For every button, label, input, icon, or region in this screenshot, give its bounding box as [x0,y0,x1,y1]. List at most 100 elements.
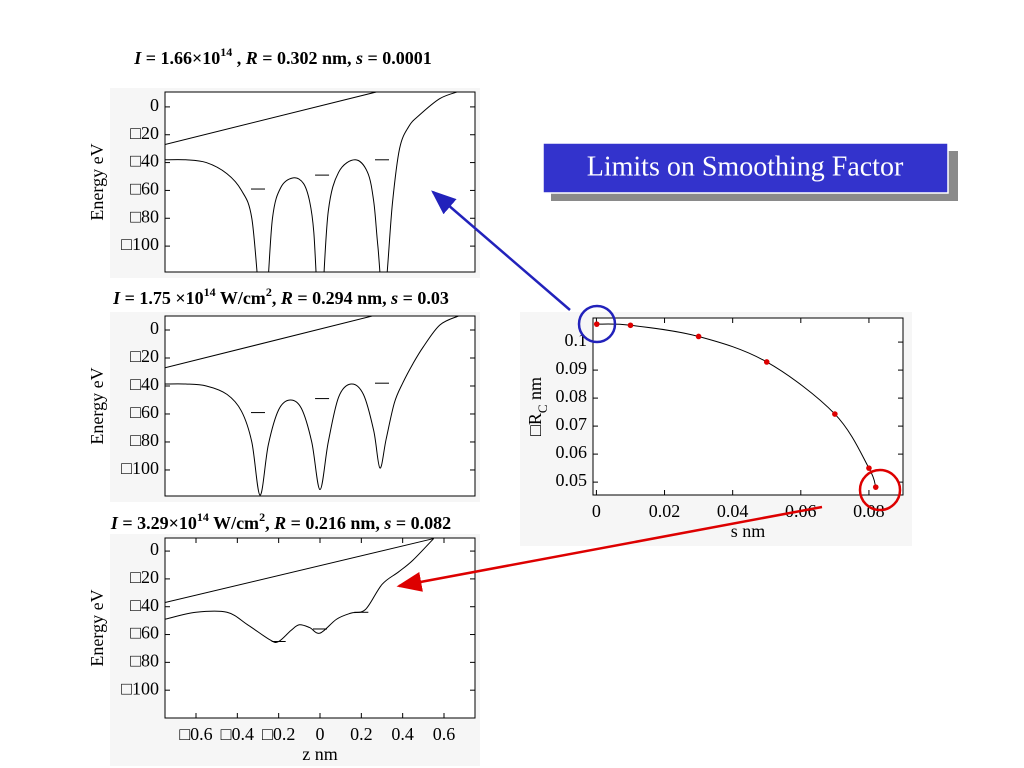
label-part: C [535,404,550,413]
title-run: 2 [259,510,265,524]
y-tick-label: □60 [130,623,159,643]
curve [165,538,435,643]
curve [165,538,434,604]
y-tick-label: 0.1 [565,330,588,350]
plot-area [164,91,476,273]
highlight-circle [858,468,902,512]
plot-content [165,538,435,643]
plot-content [165,92,459,272]
title-run: = 0.302 nm, [258,48,356,68]
title-run: R [245,48,258,68]
point [695,333,702,340]
y-tick-label: 0 [150,95,159,115]
y-tick-label: □40 [130,595,159,615]
y-tick-label: □100 [121,234,159,254]
title-run: = 1.75 ×10 [120,288,204,308]
x-tick-label: 0.08 [853,501,885,521]
y-tick-label: 0 [150,539,159,559]
x-tick-label: 0 [316,724,325,744]
y-tick-label: □80 [130,650,159,670]
title-run: = 0.216 nm, [286,513,384,533]
y-tick-label: □100 [121,678,159,698]
y-tick-label: 0.06 [556,442,588,462]
plot-area [592,317,904,496]
point [832,411,838,417]
arrow [431,190,571,311]
title-run: R [280,288,293,308]
x-axis-label: z nm [302,744,338,764]
curve [165,92,459,272]
x-tick-label: 0.04 [717,501,749,521]
y-tick-label: □20 [130,346,159,366]
title-run: , [272,288,281,308]
x-tick-label: □0.6 [179,724,212,744]
plot-area [164,537,476,719]
x-tick-label: 0 [592,501,601,521]
y-tick-label: □40 [130,374,159,394]
y-tick-label: □100 [121,458,159,478]
x-tick-label: 0.02 [649,501,681,521]
y-tick-label: □60 [130,179,159,199]
title-run: = 0.082 [391,513,451,533]
plots: I = 1.66×1014 , R = 0.302 nm, s = 0.0001… [87,45,904,764]
title-run: s [383,513,391,533]
y-tick-label: 0.09 [556,358,588,378]
y-axis-label: □RC nm [525,377,550,436]
y-tick-label: 0.07 [556,414,588,434]
y-tick-label: □40 [130,151,159,171]
y-axis-label: Energy eV [87,367,107,444]
x-tick-label: 0.4 [391,724,414,744]
title-run: , [232,48,246,68]
title-run: 14 [220,45,232,59]
y-tick-label: 0.05 [556,470,588,490]
title-run: s [390,288,398,308]
label-part: □R [525,413,545,436]
curve [165,316,459,496]
title-run: W/cm [209,513,259,533]
title-run: 14 [197,510,209,524]
y-tick-label: □20 [130,123,159,143]
chart-title: I = 1.66×1014 , R = 0.302 nm, s = 0.0001 [133,45,432,68]
title-run: 14 [204,285,216,299]
plot-content [165,316,459,496]
plot-content [593,321,879,490]
callout-box [542,142,949,194]
title-run: I [133,48,142,68]
title-run: = 0.03 [398,288,449,308]
title-run: = 0.294 nm, [293,288,391,308]
point [866,465,872,471]
x-tick-label: 0.2 [350,724,373,744]
title-run: I [112,288,121,308]
point [763,359,770,365]
y-axis-label: Energy eV [87,143,107,220]
x-axis-label: s nm [731,521,766,541]
y-tick-label: □80 [130,430,159,450]
title-run: R [273,513,286,533]
label-part: nm [525,377,545,405]
plot-area [164,315,476,497]
x-tick-label: □0.4 [221,724,254,744]
point [872,484,879,490]
title-run: = 0.0001 [363,48,432,68]
x-tick-label: 0.6 [433,724,456,744]
y-axis-label: Energy eV [87,589,107,666]
y-tick-label: □80 [130,206,159,226]
title-run: I [110,513,119,533]
title-run: = 1.66×10 [141,48,220,68]
curve [165,316,375,369]
title-run: s [355,48,363,68]
curve [165,92,378,145]
title-run: , [265,513,274,533]
y-tick-label: □60 [130,402,159,422]
arrow [396,505,823,592]
point [627,322,634,329]
title-run: 2 [266,285,272,299]
point [593,321,600,327]
title-run: W/cm [216,288,266,308]
chart-title: I = 3.29×1014 W/cm2, R = 0.216 nm, s = 0… [110,510,451,533]
y-tick-label: 0.08 [556,386,588,406]
x-tick-label: □0.2 [262,724,295,744]
highlight-circle [577,304,617,344]
chart-title: I = 1.75 ×1014 W/cm2, R = 0.294 nm, s = … [112,285,449,308]
